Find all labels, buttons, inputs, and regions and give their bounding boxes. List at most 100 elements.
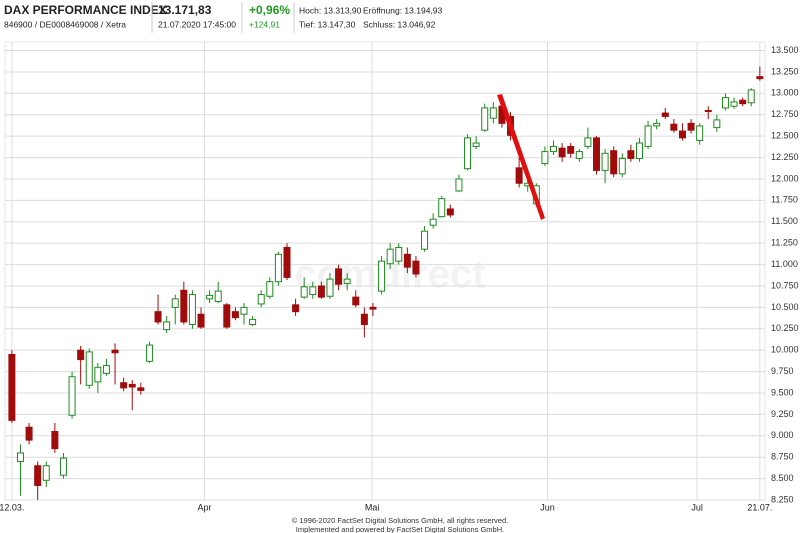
candle-body [25,426,33,441]
candle-body [283,246,291,278]
candle-body [403,253,411,268]
candle-body [111,349,119,354]
candle-body [274,253,282,283]
candle-body [8,353,16,421]
candle-body [360,313,368,326]
candle-body [386,248,394,265]
footer-powered: Implemented and powered by FactSet Digit… [296,525,504,533]
candle-body [713,119,721,129]
candle-body [300,286,308,298]
y-tick-label: 10.250 [771,323,799,333]
y-tick-label: 12.750 [771,109,799,119]
x-tick-label: Mai [365,502,380,512]
candle-body [249,318,257,326]
candle-body [721,97,729,109]
x-tick-label: Jul [691,502,703,512]
y-tick-label: 10.750 [771,280,799,290]
candle-body [180,289,188,323]
candle-body [446,208,454,216]
candle-body [154,311,162,323]
y-tick-label: 9.500 [771,387,794,397]
candle-body [188,294,196,326]
candle-body [145,344,153,362]
candle-body [550,145,558,153]
candle-body [335,268,343,285]
candle-body [51,431,59,450]
candle-body [558,147,566,158]
y-tick-label: 11.250 [771,238,798,248]
candle-body [747,89,755,104]
candle-body [670,123,678,131]
candle-body [102,365,110,374]
candle-body [94,366,102,383]
candle-body [489,107,497,119]
y-tick-label: 8.250 [771,494,794,504]
candle-body [240,306,248,315]
candle-body [464,137,472,170]
y-tick-label: 13.250 [771,66,799,76]
x-tick-label: Apr [197,502,211,512]
index-ids: 846900 / DE0008469008 / Xetra [4,19,126,29]
candle-body [317,285,325,298]
candle-body [77,349,85,361]
candle-body [343,278,351,284]
candle-body [292,304,300,313]
y-tick-label: 11.000 [771,259,798,269]
candle-body [584,137,592,147]
change-abs: +124,91 [249,19,280,29]
price-time: 21.07.2020 17:45:00 [158,19,236,29]
price: 13.171,83 [158,3,212,17]
candle-body [704,109,712,112]
candle-body [369,306,377,310]
y-tick-label: 10.000 [771,345,799,355]
y-tick-label: 9.750 [771,366,794,376]
candle-body [266,281,274,297]
candle-body [378,260,386,292]
prev-close: Schluss: 13.046,92 [363,19,436,29]
candle-body [120,382,128,389]
candle-body [472,142,480,147]
candle-body [309,286,317,296]
candle-body [16,452,24,462]
y-tick-label: 13.500 [771,45,799,55]
candle-body [257,294,265,305]
candle-body [421,230,429,250]
candle-body [610,150,618,175]
day-open: Eröffnung: 13.194,93 [363,5,443,15]
candle-body [352,296,360,306]
candle-body [455,178,463,192]
candle-body [34,465,42,486]
candle-body [739,99,747,105]
y-tick-label: 12.500 [771,131,799,141]
candle-body [696,125,704,141]
index-name: DAX PERFORMANCE INDEX [4,3,167,17]
candle-body [644,125,652,147]
candle-body [618,157,626,175]
candle-body [206,294,214,300]
candle-body [412,260,420,275]
y-tick-label: 11.750 [771,195,798,205]
x-tick-label: 21.07. [747,502,772,512]
y-tick-label: 8.500 [771,473,794,483]
candle-body [42,465,50,481]
candle-body [163,321,171,331]
x-tick-label: 12.03. [0,502,24,512]
candle-body [687,122,695,131]
candle-body [326,278,334,297]
y-tick-label: 12.000 [771,173,799,183]
header: DAX PERFORMANCE INDEX 846900 / DE0008469… [4,2,443,33]
change-pct: +0,96% [249,3,290,17]
y-tick-label: 10.500 [771,302,799,312]
plot: 8.250 8.500 8.750 9.000 9.250 9.500 9.750 10.00… [0,42,799,512]
candle-body [601,152,609,171]
x-tick-label: Jun [540,502,555,512]
candle-body [429,218,437,226]
candle-body [567,145,575,154]
candle-body [59,457,67,476]
candle-body [627,150,635,159]
candle-body [137,387,145,391]
footer-copyright: © 1996-2020 FactSet Digital Solutions Gm… [292,516,508,525]
candle-body [438,198,446,218]
candle-body [128,383,136,388]
candle-body [481,107,489,131]
